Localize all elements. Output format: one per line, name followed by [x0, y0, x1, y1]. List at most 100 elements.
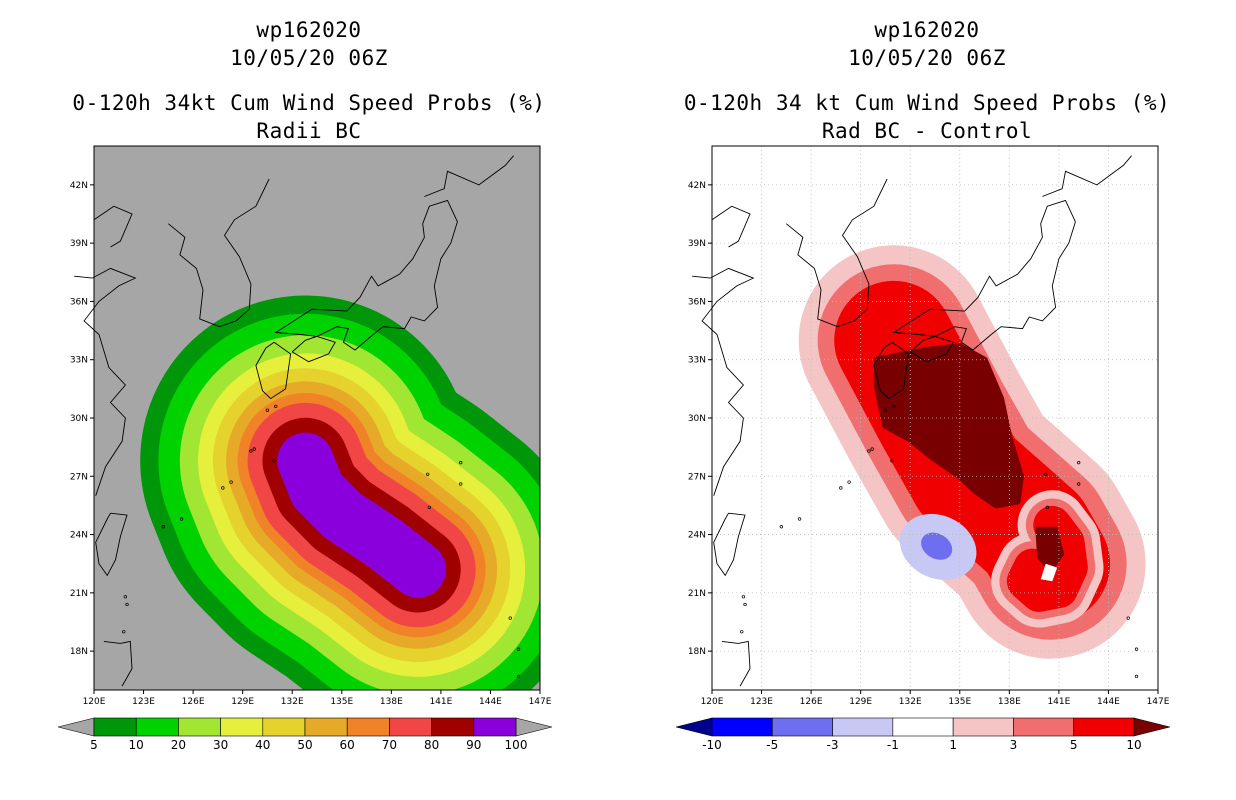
x-tick-label: 135E [948, 697, 971, 707]
x-tick-label: 141E [429, 697, 452, 707]
colorbar-label: 70 [382, 738, 397, 752]
left-chart: 120E 123E 126E 129E 132E 135E 138E 141E 144E 147E… [57, 145, 553, 752]
island-mark [797, 517, 802, 521]
positive-core-secondary [1035, 526, 1065, 572]
island-mark [125, 602, 129, 607]
difference-field [798, 245, 1146, 659]
island-mark [249, 449, 253, 453]
island-mark [516, 647, 521, 651]
colorbar-label: 10 [129, 738, 144, 752]
y-tick-label: 24N [70, 531, 88, 541]
x-tick-label: 126E [182, 697, 205, 707]
coastline-segment [721, 640, 751, 687]
coastline-segment [424, 155, 514, 197]
colorbar-swatch [711, 717, 773, 737]
colorbar-swatch [135, 717, 179, 737]
colorbar-right: -10 -5 -3 -1 1 3 5 10 [675, 717, 1171, 752]
island-mark [847, 480, 851, 484]
island-mark [1134, 647, 1139, 651]
island-mark [252, 447, 256, 451]
x-tick-label: 144E [479, 697, 502, 707]
island-mark [1126, 616, 1130, 620]
datetime: 10/05/20 06Z [848, 46, 1006, 70]
x-tick-label: 129E [231, 697, 254, 707]
colorbar-extend-high [515, 717, 553, 737]
coastline-segment [103, 640, 133, 687]
colorbar-swatch [771, 717, 833, 737]
colorbar-swatch [93, 717, 137, 737]
colorbar-label: 50 [297, 738, 312, 752]
colorbar-label: 100 [505, 738, 528, 752]
x-tick-label: 138E [380, 697, 403, 707]
chart-title: 0-120h 34 kt Cum Wind Speed Probs (%) [683, 91, 1171, 115]
chart-title: 0-120h 34kt Cum Wind Speed Probs (%) [72, 91, 546, 115]
x-tick-label: 147E [529, 697, 552, 707]
x-tick-label: 123E [750, 697, 773, 707]
colorbar-swatch [832, 717, 894, 737]
colorbar-extend-low [675, 717, 713, 737]
colorbar-label: -10 [702, 738, 722, 752]
colorbar-label: 10 [1126, 738, 1141, 752]
x-tick-label: 135E [330, 697, 353, 707]
coastline-segment [909, 335, 954, 363]
island-mark [890, 459, 894, 463]
coastline-segment [692, 267, 755, 496]
storm-id: wp162020 [874, 18, 980, 42]
island-mark [516, 674, 521, 679]
island-mark [161, 525, 166, 529]
coastline-segment [255, 341, 292, 400]
colorbar-label: 60 [340, 738, 355, 752]
colorbar-swatch [1013, 717, 1075, 737]
island-mark [883, 408, 888, 412]
island-mark [870, 447, 874, 451]
colorbar-label: 80 [424, 738, 439, 752]
right-panel: wp162020 10/05/20 06Z 0-120h 34 kt Cum W… [618, 0, 1236, 800]
island-mark [221, 486, 225, 490]
y-tick-label: 21N [688, 589, 706, 599]
island-mark [892, 404, 896, 408]
coastline-segment [274, 199, 458, 351]
colorbar-swatch [473, 717, 517, 737]
datetime: 10/05/20 06Z [230, 46, 388, 70]
x-tick-label: 138E [998, 697, 1021, 707]
island-mark [459, 461, 463, 465]
y-tick-label: 33N [70, 356, 88, 366]
chart-subtitle: Rad BC - Control [821, 119, 1033, 143]
x-tick-label: 120E [83, 697, 106, 707]
coastline [74, 155, 521, 687]
y-tick-label: 36N [688, 297, 706, 307]
coastline-segment [291, 335, 336, 363]
y-tick-label: 39N [70, 239, 88, 249]
colorbar-label: 20 [171, 738, 186, 752]
coastline-segment [74, 267, 137, 496]
island-mark [740, 630, 744, 634]
x-tick-label: 132E [899, 697, 922, 707]
island-mark [839, 486, 843, 490]
island-mark [743, 602, 747, 607]
neutral-gap [1040, 563, 1058, 582]
coastline-segment [873, 341, 910, 400]
x-tick-label: 120E [701, 697, 724, 707]
colorbar-swatch [892, 717, 954, 737]
colorbar-label: 90 [466, 738, 481, 752]
colorbar-swatch [952, 717, 1014, 737]
x-tick-label: 126E [800, 697, 823, 707]
left-panel: wp162020 10/05/20 06Z 0-120h 34kt Cum Wi… [57, 18, 553, 752]
y-tick-label: 39N [688, 239, 706, 249]
colorbar-swatch [220, 717, 264, 737]
y-tick-label: 30N [688, 414, 706, 424]
positive-core [874, 343, 1024, 509]
colorbar-label: 40 [255, 738, 270, 752]
probability-band [277, 432, 446, 598]
island-mark [229, 480, 233, 484]
island-mark [123, 595, 128, 599]
y-tick-label: 18N [688, 647, 706, 657]
island-mark [459, 482, 463, 486]
island-mark [867, 449, 871, 453]
coastline-segment [93, 205, 133, 248]
negative-core [921, 532, 953, 560]
probability-field [140, 295, 540, 690]
y-tick-label: 21N [70, 589, 88, 599]
island-mark [741, 595, 746, 599]
island-mark [272, 459, 276, 463]
